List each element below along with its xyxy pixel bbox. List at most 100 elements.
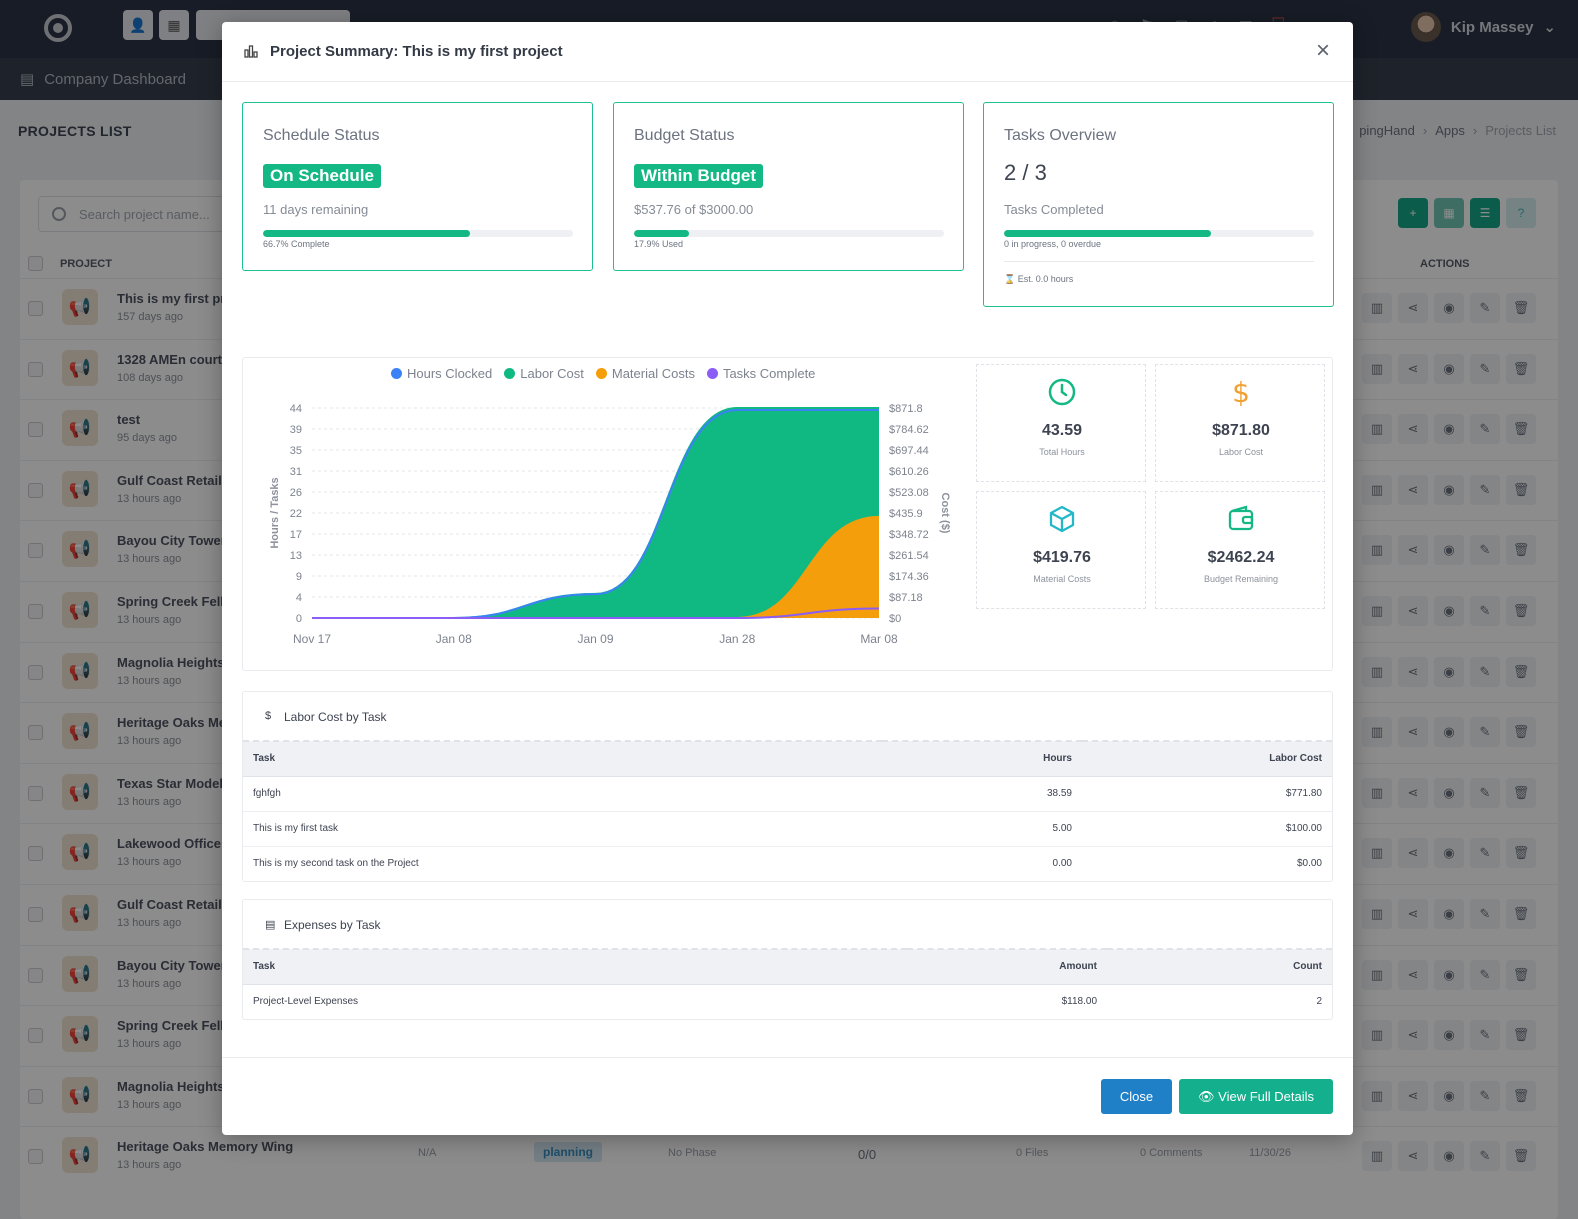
trash-icon[interactable]: 🗑 [1506,838,1536,869]
chart-icon[interactable]: ▥ [1362,656,1392,687]
edit-icon[interactable]: ✎ [1470,596,1500,626]
eye-icon[interactable]: ◉ [1434,838,1464,869]
row-checkbox[interactable] [28,1088,43,1104]
add-project-button[interactable]: + [1398,198,1428,228]
row-checkbox[interactable] [28,725,43,741]
edit-icon[interactable]: ✎ [1470,353,1500,384]
nav-company-dashboard[interactable]: ▤ Company Dashboard [20,70,186,89]
table-row[interactable]: 📢 test 95 days ago ▥ ⋖ ◉ ✎ 🗑 [20,399,1558,459]
chart-icon[interactable]: ▥ [1362,899,1392,929]
chart-icon[interactable]: ▥ [1362,293,1392,323]
breadcrumb-item[interactable]: Apps [1435,123,1465,138]
close-icon[interactable]: × [1315,37,1330,64]
project-name[interactable]: Gulf Coast Retail B [117,472,235,488]
trash-icon[interactable]: 🗑 [1506,535,1536,566]
share-icon[interactable]: ⋖ [1398,1141,1428,1172]
view-full-details-button[interactable]: 👁 View Full Details [1179,1079,1333,1114]
project-name[interactable]: test [117,412,141,428]
share-icon[interactable]: ⋖ [1398,838,1428,869]
row-checkbox[interactable] [28,967,43,983]
chart-icon[interactable]: ▥ [1362,474,1392,505]
share-icon[interactable]: ⋖ [1398,293,1428,323]
eye-icon[interactable]: ◉ [1434,717,1464,748]
row-checkbox[interactable] [28,785,43,801]
share-icon[interactable]: ⋖ [1398,474,1428,505]
trash-icon[interactable]: 🗑 [1506,1080,1536,1111]
row-checkbox[interactable] [28,543,43,559]
share-icon[interactable]: ⋖ [1398,777,1428,808]
row-checkbox[interactable] [28,604,43,619]
share-icon[interactable]: ⋖ [1398,535,1428,566]
user-menu[interactable]: Kip Massey ⌄ [1410,12,1556,42]
project-name[interactable]: Bayou City Tower I [117,533,234,549]
edit-icon[interactable]: ✎ [1470,293,1500,323]
trash-icon[interactable]: 🗑 [1506,414,1536,445]
table-row[interactable]: 📢 1328 AMEn court - 108 days ago ▥ ⋖ ◉ ✎ 🗑 [20,338,1558,399]
trash-icon[interactable]: 🗑 [1506,899,1536,929]
legend-item[interactable]: Material Costs [595,366,695,381]
edit-icon[interactable]: ✎ [1470,838,1500,869]
project-name[interactable]: Texas Star Model I [117,775,231,791]
project-name[interactable]: Gulf Coast Retail B [117,897,235,912]
edit-icon[interactable]: ✎ [1470,777,1500,808]
edit-icon[interactable]: ✎ [1470,535,1500,566]
share-icon[interactable]: ⋖ [1398,1020,1428,1051]
project-name[interactable]: Magnolia Heights I [117,654,232,670]
project-name[interactable]: Bayou City Tower I [117,957,234,973]
row-checkbox[interactable] [28,361,43,377]
share-icon[interactable]: ⋖ [1398,1080,1428,1111]
chart-icon[interactable]: ▥ [1362,777,1392,808]
chart-icon[interactable]: ▥ [1362,353,1392,384]
eye-icon[interactable]: ◉ [1434,959,1464,990]
edit-icon[interactable]: ✎ [1470,1020,1500,1051]
breadcrumb-item[interactable]: pingHand [1359,123,1415,138]
share-icon[interactable]: ⋖ [1398,414,1428,445]
project-name[interactable]: Lakewood Office R [117,836,235,852]
trash-icon[interactable]: 🗑 [1506,596,1536,626]
trash-icon[interactable]: 🗑 [1506,777,1536,808]
edit-icon[interactable]: ✎ [1470,474,1500,505]
grid-view-button[interactable]: ▦ [1434,198,1464,228]
edit-icon[interactable]: ✎ [1470,717,1500,748]
share-icon[interactable]: ⋖ [1398,656,1428,687]
eye-icon[interactable]: ◉ [1434,353,1464,384]
building-icon[interactable]: ▦ [159,10,189,40]
project-name[interactable]: Spring Creek Fellov [117,594,240,609]
project-name[interactable]: Heritage Oaks Mer [117,715,232,731]
project-name[interactable]: Heritage Oaks Memory Wing [117,1139,294,1155]
project-name[interactable]: 1328 AMEn court - [117,351,230,367]
chart-icon[interactable]: ▥ [1362,1020,1392,1051]
trash-icon[interactable]: 🗑 [1506,959,1536,990]
eye-icon[interactable]: ◉ [1434,474,1464,505]
trash-icon[interactable]: 🗑 [1506,474,1536,505]
chart-icon[interactable]: ▥ [1362,838,1392,869]
app-logo[interactable] [44,14,72,42]
row-checkbox[interactable] [28,1028,43,1044]
chart-icon[interactable]: ▥ [1362,414,1392,445]
table-row[interactable]: 📢 Magnolia Heights I 13 hours ago ▥ ⋖ ◉ ✎ 🗑 [20,641,1558,702]
share-icon[interactable]: ⋖ [1398,959,1428,990]
trash-icon[interactable]: 🗑 [1506,353,1536,384]
eye-icon[interactable]: ◉ [1434,777,1464,808]
eye-icon[interactable]: ◉ [1434,899,1464,929]
legend-item[interactable]: Labor Cost [504,366,584,381]
share-icon[interactable]: ⋖ [1398,899,1428,929]
row-checkbox[interactable] [28,846,43,862]
edit-icon[interactable]: ✎ [1470,959,1500,990]
table-row[interactable]: 📢 Heritage Oaks Mer 13 hours ago ▥ ⋖ ◉ ✎ 🗑 [20,702,1558,762]
row-checkbox[interactable] [28,1149,43,1165]
legend-item[interactable]: Tasks Complete [706,366,815,381]
list-view-button[interactable]: ☰ [1470,198,1500,228]
row-checkbox[interactable] [28,907,43,922]
share-icon[interactable]: ⋖ [1398,353,1428,384]
project-name[interactable]: Spring Creek Fellov [117,1018,240,1034]
share-icon[interactable]: ⋖ [1398,717,1428,748]
search-input[interactable]: Search project name... [38,196,238,232]
edit-icon[interactable]: ✎ [1470,656,1500,687]
row-checkbox[interactable] [28,301,43,316]
edit-icon[interactable]: ✎ [1470,414,1500,445]
eye-icon[interactable]: ◉ [1434,293,1464,323]
avatar[interactable] [1410,12,1441,42]
legend-item[interactable]: Hours Clocked [391,366,492,381]
row-checkbox[interactable] [28,664,43,680]
